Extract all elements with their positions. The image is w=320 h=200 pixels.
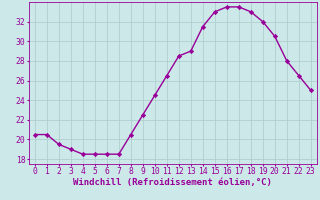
X-axis label: Windchill (Refroidissement éolien,°C): Windchill (Refroidissement éolien,°C) <box>73 178 272 187</box>
